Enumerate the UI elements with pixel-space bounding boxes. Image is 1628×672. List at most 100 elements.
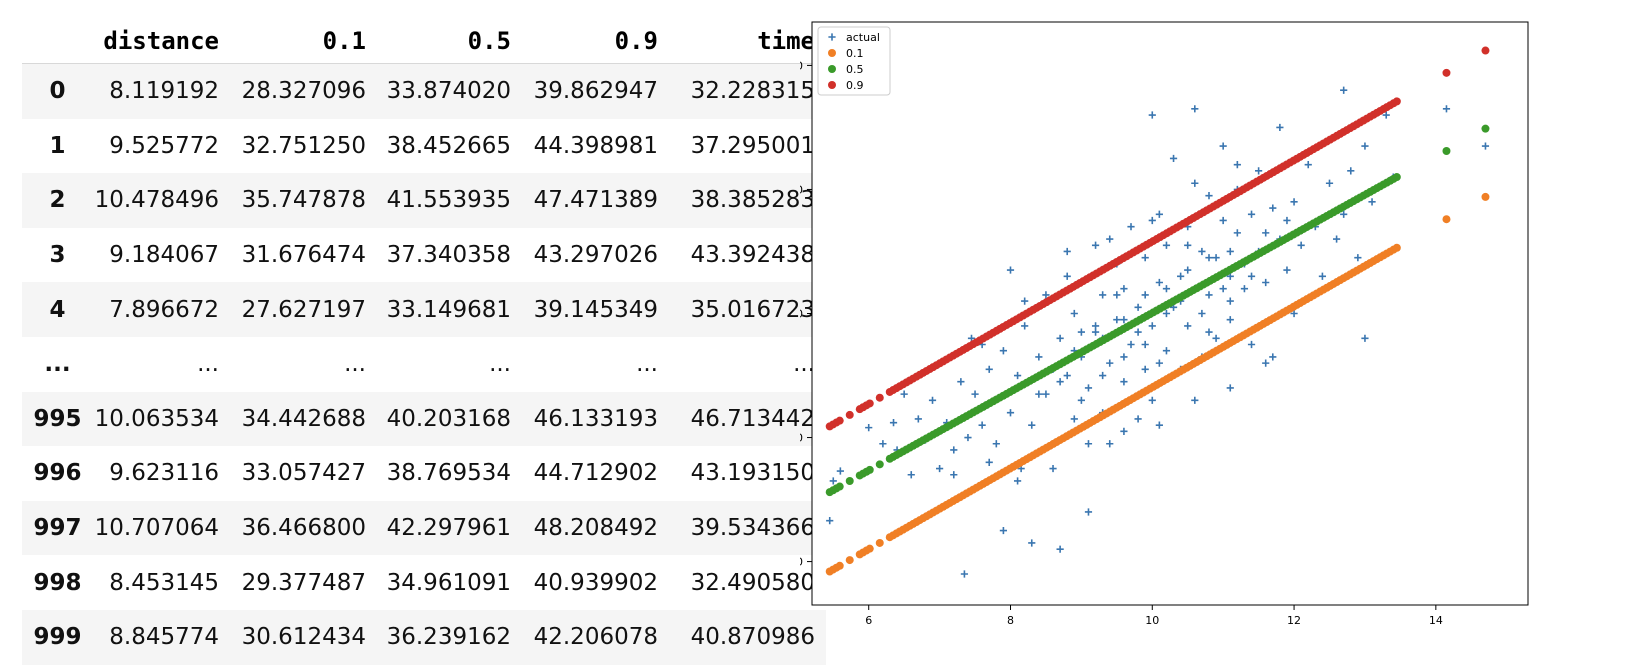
actual-point [1255,167,1263,175]
actual-point [1198,247,1206,256]
actual-point [1056,545,1064,553]
actual-point [1219,216,1227,225]
table-cell: 10.063534 [93,391,230,447]
table-cell: 33.149681 [377,282,522,337]
table-row: 996 9.623116 33.057427 38.769534 44.712902 43… [22,446,826,501]
quantile-0.9-point [1481,46,1490,55]
table-cell: 9.184067 [109,242,219,269]
actual-point [1120,316,1128,324]
actual-point [1191,105,1199,113]
actual-point [1148,111,1156,119]
actual-point [1233,229,1241,237]
table-cell: ... [489,351,511,378]
actual-point [1297,241,1305,249]
actual-point [1226,272,1234,280]
actual-point [1205,192,1213,200]
actual-point [985,365,993,373]
actual-point [1262,278,1270,287]
table-cell: 32.490580 [690,569,815,596]
x-tick-label: 14 [1429,614,1443,627]
column-header: time [669,5,826,64]
table-cell: 38.769534 [386,460,511,487]
actual-point [1205,291,1213,299]
table-cell: 35.747878 [230,173,377,228]
actual-point [907,471,915,479]
table-cell: 42.297961 [377,500,522,556]
quantile-0.1-point [1481,192,1490,201]
legend-box [817,26,891,96]
actual-point [1247,210,1256,218]
actual-point [1035,353,1043,361]
table-cell: 33.874020 [377,63,522,119]
table-cell: 36.466800 [230,500,377,556]
actual-point [1028,539,1036,547]
actual-point [1106,440,1114,448]
actual-point [1056,378,1064,386]
actual-point [1226,384,1234,392]
column-header: distance [93,5,230,64]
table-cell: 40.870986 [669,609,826,665]
table-cell: 44.712902 [533,460,658,487]
table-cell: ... [197,351,219,378]
table-row: 999 8.845774 30.612434 36.239162 42.206078 40… [22,609,826,665]
quantile-0.9-point [835,416,844,425]
row-index: 0 [22,63,93,119]
actual-point [1219,142,1227,150]
actual-point [985,458,993,466]
quantile-0.5-point [865,465,874,474]
quantile-0.1-point [835,561,844,570]
table-row: 0 8.119192 28.327096 33.874020 39.862947 32.2… [22,63,826,119]
actual-point [879,440,887,448]
actual-point [1084,508,1093,516]
quantile-0.5-point [875,460,884,469]
legend-marker-09 [828,81,836,89]
legend-label: 0.1 [846,47,864,60]
actual-point [1361,142,1369,150]
actual-point [1148,216,1156,225]
row-index: 998 [33,569,82,596]
quantile-0.5-point [845,477,854,486]
table-cell: 35.016723 [669,282,826,337]
table-cell: 39.145349 [522,282,669,337]
table-cell: 44.398981 [533,132,658,159]
quantile-0.1-point [1442,215,1451,224]
actual-point [1134,303,1142,311]
row-index: 4 [22,282,93,337]
table-cell: ... [793,351,815,378]
y-tick-label: 40 [800,308,803,321]
actual-point [1247,272,1256,280]
actual-point [1049,464,1057,473]
actual-point [1340,86,1348,94]
table-cell: 27.627197 [230,282,377,337]
table-cell: 28.327096 [230,63,377,119]
actual-point [1063,247,1071,256]
quantile-0.5-point [1481,124,1490,133]
table-cell: 30.612434 [230,609,377,665]
actual-point [1219,285,1227,293]
row-index: 2 [22,173,93,228]
actual-point [1481,142,1490,150]
actual-point [1162,285,1171,293]
x-tick-label: 10 [1145,614,1159,627]
table-cell: 47.471389 [522,173,669,228]
actual-point [1169,154,1178,163]
actual-point [1099,371,1107,380]
actual-point [1212,254,1220,262]
table-cell: 37.340358 [386,242,511,269]
column-header: 0.9 [522,5,669,64]
table-row: 2 10.478496 35.747878 41.553935 47.471389 38.… [22,173,826,228]
legend-marker-05 [828,65,836,73]
legend-label: 0.9 [846,79,864,92]
row-index: 1 [49,132,66,159]
actual-point [1368,198,1376,206]
table-cell: 46.713442 [669,391,826,447]
actual-point [1148,396,1156,404]
actual-point [1148,322,1156,330]
actual-point [1084,384,1093,392]
table-cell: ... [344,351,366,378]
actual-point [829,477,837,485]
table-header-row: distance 0.1 0.5 0.9 time [22,5,826,64]
table-cell: 32.228315 [669,63,826,119]
actual-point [1226,316,1234,324]
actual-point [1134,328,1142,336]
